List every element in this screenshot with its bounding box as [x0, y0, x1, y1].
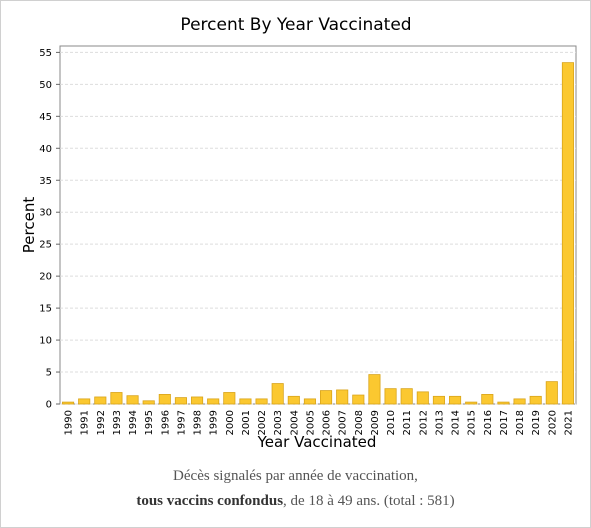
- bar: [529, 395, 542, 405]
- caption-text: , de 18 à 49 ans. (total : 581): [283, 493, 455, 509]
- caption-bold: tous vaccins confondus: [136, 493, 284, 509]
- bar: [545, 381, 558, 405]
- x-tick-label: 1994: [128, 410, 139, 435]
- x-tick-label: 1990: [64, 410, 75, 435]
- bar: [62, 401, 75, 405]
- bar: [384, 388, 397, 405]
- x-tick-label: 2008: [354, 410, 365, 435]
- x-tick-label: 2011: [402, 410, 413, 435]
- x-tick-label: 2019: [531, 410, 542, 435]
- x-tick-label: 2010: [386, 410, 397, 435]
- x-tick-label: 2020: [547, 410, 558, 435]
- bar: [142, 400, 155, 405]
- bar: [239, 398, 252, 405]
- caption-line: Décès signalés par année de vaccination,: [1, 468, 590, 485]
- y-tick-label: 45: [39, 112, 52, 123]
- chart: Percent By Year Vaccinated Percent Year …: [20, 15, 577, 451]
- y-axis-label: Percent: [20, 197, 38, 254]
- x-tick-label: 1995: [144, 410, 155, 435]
- x-tick-label: 1993: [112, 410, 123, 435]
- bar: [336, 389, 349, 405]
- bar: [223, 392, 236, 405]
- y-tick-label: 20: [39, 272, 52, 283]
- x-axis-label: Year Vaccinated: [257, 433, 377, 451]
- bar: [481, 394, 494, 405]
- bar: [513, 398, 526, 405]
- bar: [497, 401, 510, 405]
- plot-area: [59, 45, 577, 405]
- bar: [271, 383, 284, 405]
- x-tick-label: 2017: [499, 410, 510, 435]
- y-tick-label: 25: [39, 240, 52, 251]
- caption-line: tous vaccins confondus, de 18 à 49 ans. …: [1, 493, 590, 510]
- bar: [561, 62, 574, 405]
- x-tick-label: 2007: [338, 410, 349, 435]
- y-tick-label: 0: [46, 400, 52, 411]
- y-tick-label: 50: [39, 80, 52, 91]
- chart-title: Percent By Year Vaccinated: [180, 15, 411, 35]
- y-tick-label: 55: [39, 48, 52, 59]
- x-tick-label: 2000: [225, 410, 236, 435]
- x-tick-label: 1996: [160, 410, 171, 435]
- bar: [158, 394, 171, 405]
- bar: [352, 394, 365, 405]
- x-tick-label: 2013: [434, 410, 445, 435]
- bar: [449, 395, 462, 405]
- x-tick-label: 2001: [241, 410, 252, 435]
- x-tick-label: 1999: [209, 410, 220, 435]
- y-tick-label: 5: [46, 368, 52, 379]
- y-tick-label: 35: [39, 176, 52, 187]
- x-tick-label: 1997: [176, 410, 187, 435]
- bar: [110, 392, 123, 405]
- y-tick-label: 30: [39, 208, 52, 219]
- x-tick-label: 2012: [418, 410, 429, 435]
- x-tick-label: 1992: [96, 410, 107, 435]
- bar: [78, 398, 91, 405]
- x-tick-label: 2014: [451, 410, 462, 435]
- bar: [416, 391, 429, 405]
- bar: [207, 398, 220, 405]
- x-tick-label: 2015: [467, 410, 478, 435]
- bar: [465, 401, 478, 405]
- bar: [255, 398, 268, 405]
- bar: [191, 396, 204, 405]
- caption-text: Décès signalés par année de vaccination,: [173, 468, 418, 484]
- bar: [320, 390, 333, 405]
- bar: [432, 395, 445, 405]
- x-tick-label: 2004: [289, 410, 300, 435]
- x-tick-label: 2016: [483, 410, 494, 435]
- x-tick-label: 1998: [193, 410, 204, 435]
- x-tick-label: 2021: [563, 410, 574, 435]
- x-tick-label: 1991: [80, 410, 91, 435]
- x-tick-label: 2009: [370, 410, 381, 435]
- bar: [94, 396, 107, 405]
- bar: [303, 398, 316, 405]
- bar: [174, 397, 187, 405]
- bar: [368, 374, 381, 405]
- bar: [287, 395, 300, 405]
- x-tick-label: 2006: [322, 410, 333, 435]
- y-tick-label: 15: [39, 304, 52, 315]
- x-tick-label: 2018: [515, 410, 526, 435]
- bar: [126, 395, 139, 405]
- x-tick-label: 2003: [273, 410, 284, 435]
- x-tick-label: 2002: [257, 410, 268, 435]
- x-tick-label: 2005: [305, 410, 316, 435]
- y-tick-label: 10: [39, 336, 52, 347]
- bar: [400, 388, 413, 405]
- y-tick-label: 40: [39, 144, 52, 155]
